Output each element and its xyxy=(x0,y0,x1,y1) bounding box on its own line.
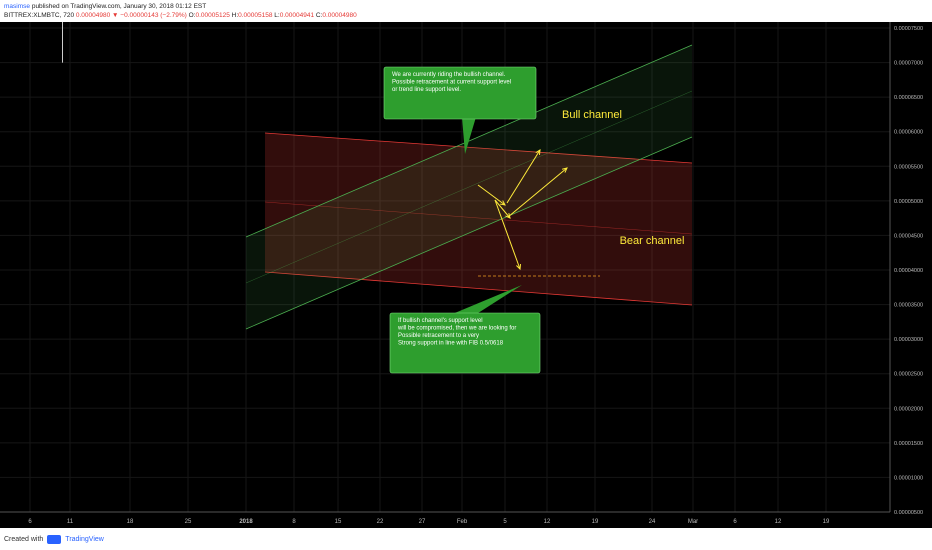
projection-arrow xyxy=(494,199,521,270)
projection-arrow xyxy=(494,199,511,219)
callout-bottom-text: Possible retracement to a very xyxy=(398,333,479,339)
created-with-label: Created with xyxy=(4,535,44,543)
projection-arrow-head xyxy=(535,149,541,156)
high-value: 0.00005158 xyxy=(238,12,273,19)
x-tick-label: 25 xyxy=(185,519,192,525)
x-tick-label: 8 xyxy=(292,519,296,525)
y-tick-label: 0.00004000 xyxy=(894,268,923,274)
x-tick-label: 12 xyxy=(775,519,782,525)
y-tick-label: 0.00005000 xyxy=(894,199,923,205)
callout-bottom-box xyxy=(389,312,541,374)
x-tick-label: 6 xyxy=(733,519,737,525)
projection-arrow xyxy=(506,149,541,204)
bull-channel-bottom xyxy=(245,136,693,330)
callout-top-box xyxy=(383,66,537,120)
projection-arrow-head xyxy=(562,167,568,173)
x-tick-label: 19 xyxy=(823,519,830,525)
x-tick-label: Feb xyxy=(457,519,468,525)
ohlc-line: BITTREX:XLMBTC, 720 0.00004980 ▼ −0.0000… xyxy=(4,11,928,20)
callout-top-text: Possible retracement at current support … xyxy=(392,80,511,86)
x-tick-label: 11 xyxy=(67,519,74,525)
projection-arrow xyxy=(507,167,568,218)
callout-bottom-text: If bullish channel's support level xyxy=(398,318,483,324)
footer: Created with TradingView xyxy=(0,528,932,550)
y-tick-label: 0.00006500 xyxy=(894,95,923,101)
last-price: 0.00004980 xyxy=(75,12,111,19)
y-tick-label: 0.00007000 xyxy=(894,61,923,67)
y-tick-label: 0.00003500 xyxy=(894,303,923,309)
y-tick-label: 0.00005500 xyxy=(894,164,923,170)
y-tick-label: 0.00007500 xyxy=(894,26,923,32)
bear-channel-mid xyxy=(264,201,693,235)
bull-channel-mid xyxy=(245,90,693,284)
down-arrow-icon: ▼ xyxy=(112,12,119,19)
price-change: −0.00000143 (−2.79%) xyxy=(120,12,187,19)
projection-arrow-head xyxy=(499,200,506,206)
callout-bottom-text: will be compromised, then we are looking… xyxy=(397,326,516,332)
callout-top-text: We are currently riding the bullish chan… xyxy=(392,72,506,78)
x-tick-label: 6 xyxy=(28,519,32,525)
open-value: 0.00005125 xyxy=(195,12,230,19)
x-tick-label: 22 xyxy=(377,519,384,525)
y-tick-label: 0.00001000 xyxy=(894,475,923,481)
author-link[interactable]: masimse xyxy=(4,3,31,10)
projection-arrow xyxy=(477,184,506,206)
y-tick-label: 0.00000500 xyxy=(894,510,923,516)
x-tick-label: 12 xyxy=(544,519,551,525)
x-tick-label: 19 xyxy=(592,519,599,525)
x-tick-label: 18 xyxy=(127,519,134,525)
x-tick-label: 24 xyxy=(649,519,656,525)
y-tick-label: 0.00001500 xyxy=(894,441,923,447)
close-value: 0.00004980 xyxy=(322,12,357,19)
symbol-label: BITTREX:XLMBTC, 720 xyxy=(4,12,75,19)
x-tick-label: 5 xyxy=(503,519,507,525)
high-label: H: xyxy=(231,12,239,19)
bull-channel-label: Bull channel xyxy=(562,109,622,121)
x-tick-label: 15 xyxy=(335,519,342,525)
bull-channel-top xyxy=(245,44,693,238)
publish-info: published on TradingView.com, January 30… xyxy=(31,3,207,10)
x-tick-label: Mar xyxy=(688,519,698,525)
x-tick-label: 27 xyxy=(419,519,426,525)
y-tick-label: 0.00006000 xyxy=(894,130,923,136)
y-tick-label: 0.00004500 xyxy=(894,233,923,239)
bear-channel-fill xyxy=(265,133,692,305)
y-tick-label: 0.00002500 xyxy=(894,372,923,378)
tradingview-link[interactable]: TradingView xyxy=(65,535,104,543)
y-tick-label: 0.00003000 xyxy=(894,337,923,343)
callout-bottom-tail xyxy=(450,285,522,315)
x-tick-label: 2018 xyxy=(239,519,253,525)
projection-arrow-head xyxy=(516,263,522,271)
callout-bottom-text: Strong support in line with FIB 0.5/0618 xyxy=(398,341,504,347)
callout-top-tail xyxy=(462,117,476,154)
y-tick-label: 0.00002000 xyxy=(894,406,923,412)
close-label: C: xyxy=(315,12,323,19)
open-label: O: xyxy=(188,12,196,19)
callout-top-text: or trend line support level. xyxy=(392,87,461,93)
low-label: L: xyxy=(274,12,280,19)
tradingview-logo-icon xyxy=(47,534,62,544)
chart-header: masimse published on TradingView.com, Ja… xyxy=(0,0,932,22)
bear-channel-bottom xyxy=(264,271,693,306)
chart-area[interactable]: 6 11 18 25 2018 8 15 22 27 Feb 5 12 19 24 Mar 6 12 19 0.00… xyxy=(0,0,932,528)
bear-channel-top xyxy=(264,132,693,164)
projection-arrow-head xyxy=(505,213,511,219)
publish-line: masimse published on TradingView.com, Ja… xyxy=(4,2,928,11)
low-value: 0.00004941 xyxy=(279,12,315,19)
price-chart[interactable]: 6 11 18 25 2018 8 15 22 27 Feb 5 12 19 24 Mar 6 12 19 0.00… xyxy=(0,0,932,528)
bear-channel-label: Bear channel xyxy=(620,235,685,247)
